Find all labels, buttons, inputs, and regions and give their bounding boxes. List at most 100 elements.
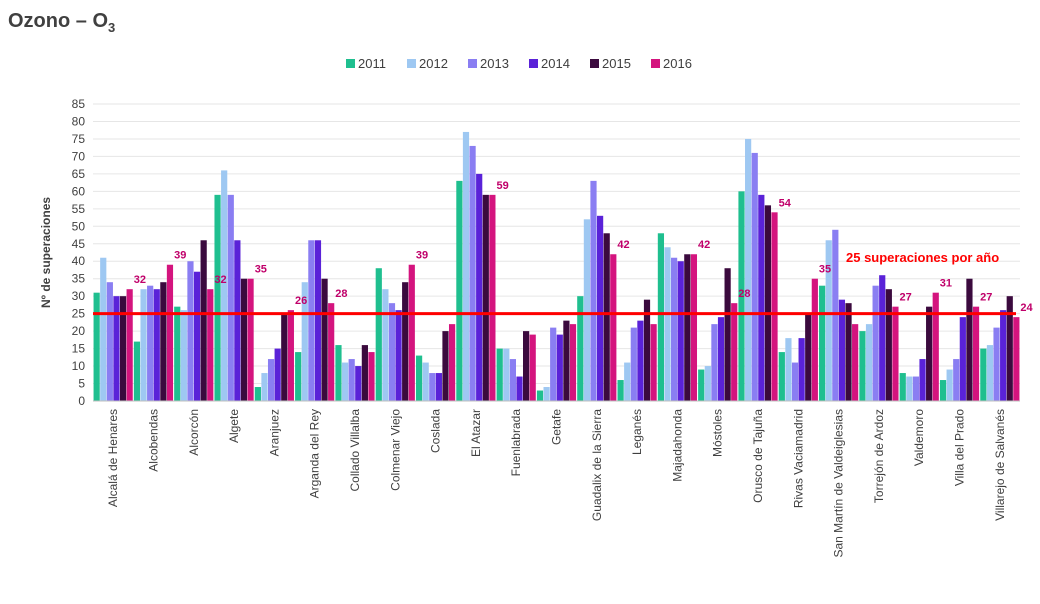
y-tick-label: 85 [72,97,86,111]
threshold-label: 25 superaciones por año [846,250,999,265]
bar [906,376,913,401]
data-label: 28 [335,288,347,300]
y-tick-label: 0 [78,394,85,408]
data-label: 24 [1020,302,1033,314]
data-label: 27 [900,292,912,304]
bar [899,373,906,401]
y-tick-label: 75 [72,132,86,146]
bar [408,264,415,401]
bar [838,299,846,401]
bar [200,240,207,401]
bar [287,310,294,401]
x-tick-label: Villarejo de Salvanés [993,409,1007,521]
bar [295,352,302,401]
y-tick-label: 40 [72,254,86,268]
bar [140,289,147,401]
bar [771,212,778,401]
bar [859,331,866,401]
x-tick-label: Majadahonda [670,409,684,482]
bar [617,380,624,401]
bar [503,348,510,401]
data-label: 35 [255,264,267,276]
y-tick-label: 20 [72,324,86,338]
bar [100,257,107,401]
y-axis-label: Nº de superaciones [39,197,53,308]
x-tick-label: Torrejón de Ardoz [872,409,886,503]
bar [482,194,489,401]
x-tick-label: Alcalá de Henares [106,409,120,507]
y-tick-label: 65 [72,167,86,181]
bar [147,285,154,401]
bar [671,257,678,401]
data-label: 54 [779,197,792,209]
bar [758,194,765,401]
bar [133,341,141,401]
x-tick-label: Arganda del Rey [308,409,322,498]
bar [274,348,281,401]
bar [556,334,563,401]
bar [1006,296,1013,401]
bar [879,275,886,401]
bar [865,324,873,401]
data-label: 35 [819,264,831,276]
y-tick-label: 70 [72,149,86,163]
y-tick-label: 30 [72,289,86,303]
legend-swatch [407,59,416,68]
bar [153,289,160,401]
bar [301,282,308,401]
bar [643,299,651,401]
bar [476,173,483,401]
bar [469,145,476,401]
bar [207,289,214,401]
y-tick-label: 50 [72,219,86,233]
bar [341,362,349,401]
bar [819,285,826,401]
x-tick-label: Collado Villalba [348,409,362,492]
bar [731,303,738,401]
data-label: 32 [214,274,226,286]
bar [227,194,234,401]
bar [489,194,496,401]
bar [791,362,799,401]
legend-swatch [529,59,538,68]
bar [221,170,228,401]
bar [711,324,718,401]
data-label: 26 [295,295,307,307]
bar [254,387,261,401]
bar [402,282,409,401]
bar [435,373,442,401]
bar [785,338,792,401]
legend-label: 2015 [602,56,631,71]
bar [543,387,550,401]
x-tick-label: San Martín de Valdeiglesias [832,409,846,558]
bar [261,373,268,401]
bar [919,359,926,401]
bar [832,229,839,401]
bar [308,240,315,401]
bar [932,292,939,401]
bar [174,306,181,401]
bar [247,278,254,401]
bar [690,254,698,401]
bar [630,327,637,401]
bar [267,359,275,401]
y-tick-label: 5 [78,377,85,391]
bar [684,254,691,401]
bar [368,352,375,401]
x-tick-label: Getafe [550,409,564,445]
bar [1000,310,1007,401]
bar [698,369,705,401]
x-tick-label: Guadalix de la Sierra [590,409,604,521]
bar [563,320,570,401]
bar [764,205,772,401]
bar [677,261,684,401]
bar [529,334,536,401]
x-tick-label: Rivas Vaciamadrid [791,409,805,508]
y-tick-label: 35 [72,272,86,286]
bar [811,278,818,401]
bar [328,303,335,401]
data-label: 39 [416,250,428,262]
bar [986,345,994,401]
bar [637,320,644,401]
